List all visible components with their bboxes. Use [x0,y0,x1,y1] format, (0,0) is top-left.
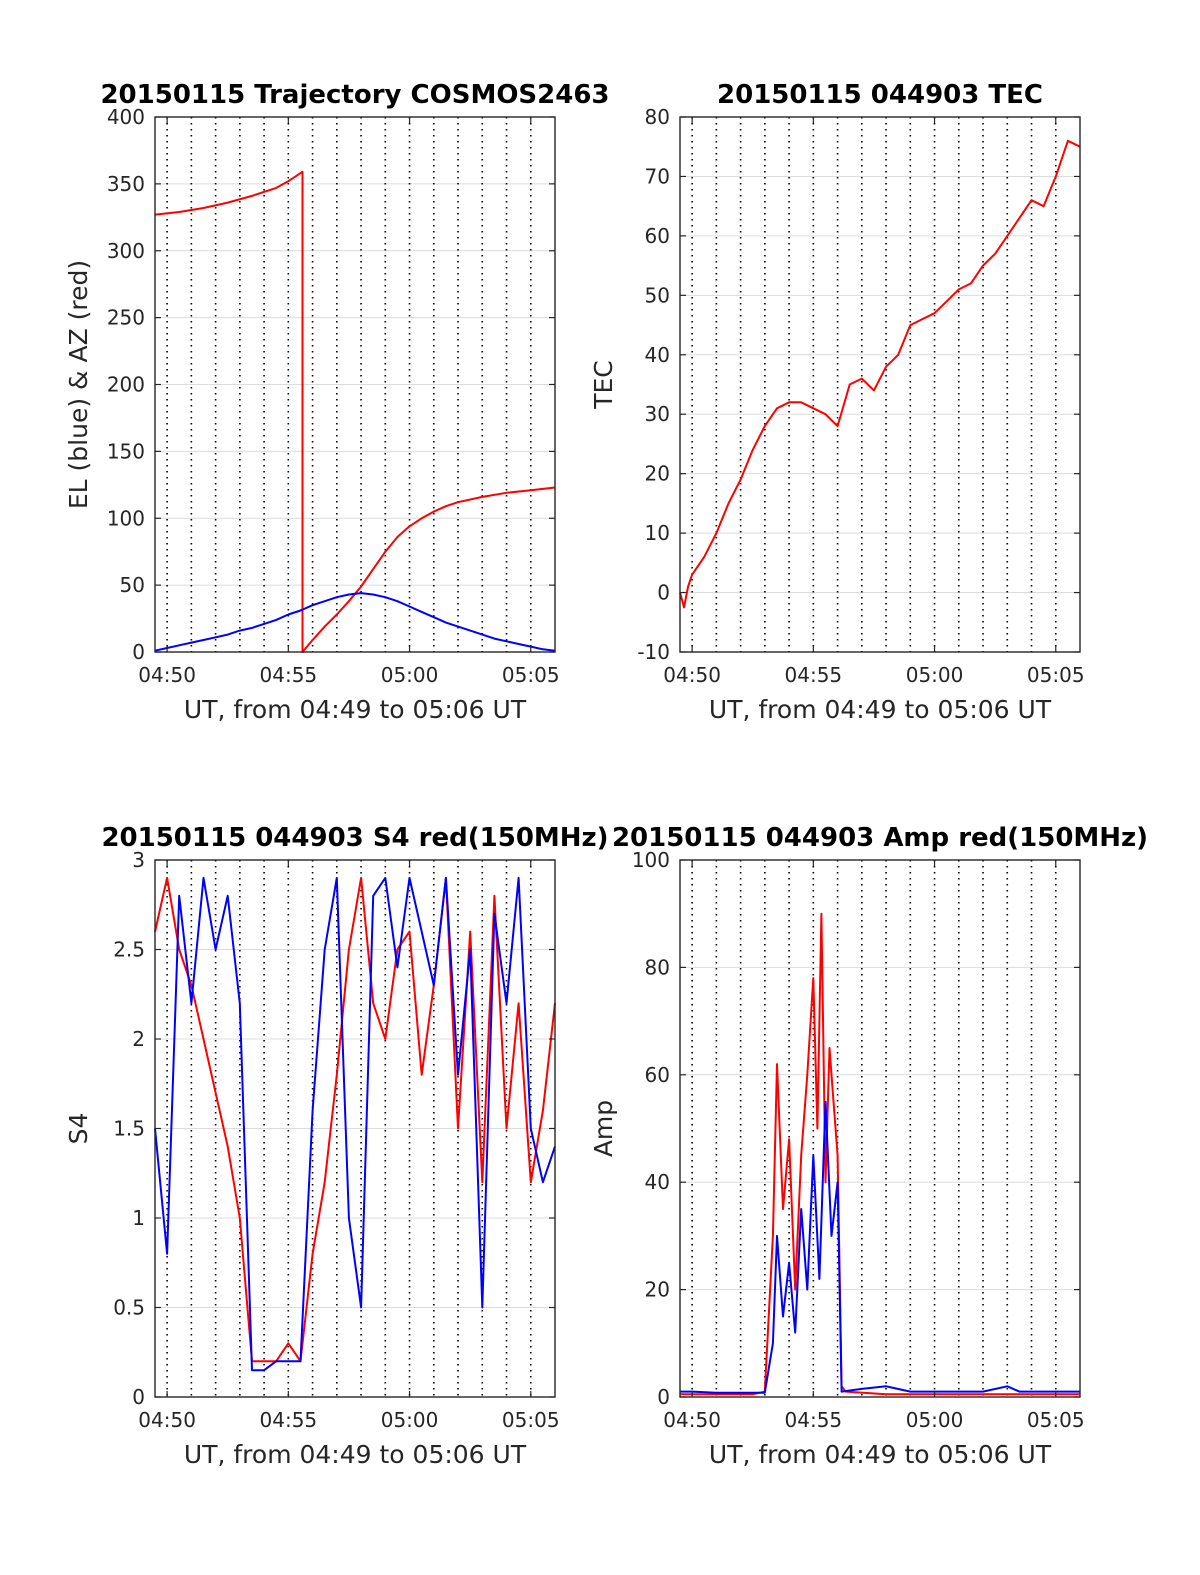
y-tick-label: 2 [132,1027,145,1051]
x-tick-label: 04:50 [663,1408,721,1432]
x-tick-label: 04:55 [785,1408,843,1432]
y-axis-label: Amp [589,1100,618,1157]
y-tick-label: 50 [120,573,145,597]
y-tick-label: 300 [107,239,145,263]
y-tick-label: 30 [645,402,670,426]
y-tick-label: 400 [107,105,145,129]
y-tick-label: 3 [132,848,145,872]
y-tick-label: 0 [132,1385,145,1409]
y-tick-label: 20 [645,462,670,486]
x-axis-label: UT, from 04:49 to 05:06 UT [709,695,1052,724]
y-tick-label: 1.5 [113,1117,145,1141]
y-tick-label: 200 [107,373,145,397]
axes-box [679,116,1081,653]
series-red-line [679,139,1081,609]
y-tick-label: 80 [645,955,670,979]
x-tick-label: 04:55 [260,663,318,687]
chart-title: 20150115 044903 S4 red(150MHz) [101,823,608,853]
chart-title: 20150115 Trajectory COSMOS2463 [100,80,609,110]
y-tick-label: 1 [132,1206,145,1230]
series-blue-line [154,876,556,1372]
x-tick-label: 05:05 [1027,1408,1085,1432]
y-tick-label: 50 [645,283,670,307]
x-tick-label: 04:50 [138,1408,196,1432]
y-tick-label: 20 [645,1278,670,1302]
series-blue-line [154,592,556,652]
chart-title: 20150115 044903 Amp red(150MHz) [612,823,1148,853]
x-tick-label: 05:05 [502,663,560,687]
y-tick-label: 0.5 [113,1296,145,1320]
y-tick-label: 40 [645,1170,670,1194]
x-tick-label: 04:50 [663,663,721,687]
y-axis-label: EL (blue) & AZ (red) [64,260,93,509]
panel-tec: -10 0 10 20 30 40 50 60 70 80 04:50 04:55 05:00 05:05… [589,80,1085,724]
x-axis-label: UT, from 04:49 to 05:06 UT [184,1440,527,1469]
x-tick-label: 04:50 [138,663,196,687]
x-tick-label: 05:05 [502,1408,560,1432]
y-tick-label: -10 [637,640,670,664]
x-tick-label: 05:00 [906,663,964,687]
x-tick-label: 05:00 [906,1408,964,1432]
y-tick-label: 150 [107,439,145,463]
y-tick-label: 0 [657,1385,670,1409]
chart-title: 20150115 044903 TEC [717,80,1043,110]
y-tick-label: 250 [107,306,145,330]
y-tick-label: 70 [645,164,670,188]
x-axis-label: UT, from 04:49 to 05:06 UT [184,695,527,724]
x-axis-label: UT, from 04:49 to 05:06 UT [709,1440,1052,1469]
y-axis-label: S4 [64,1113,93,1145]
x-tick-label: 04:55 [785,663,843,687]
series-red-line [154,876,556,1363]
y-tick-label: 0 [132,640,145,664]
y-tick-label: 100 [632,848,670,872]
series-red-line [680,912,1080,1396]
y-tick-label: 2.5 [113,938,145,962]
x-tick-label: 05:00 [381,663,439,687]
panel-trajectory: 0 50 100 150 200 250 300 350 400 04:50 04:55 05:00 0… [64,80,610,724]
y-tick-label: 350 [107,172,145,196]
axes-box [679,859,1081,1398]
x-tick-label: 05:00 [381,1408,439,1432]
y-axis-label: TEC [589,360,618,410]
x-tick-label: 05:05 [1027,663,1085,687]
series-blue-line [680,1100,1080,1394]
y-tick-label: 60 [645,1063,670,1087]
x-tick-label: 04:55 [260,1408,318,1432]
y-tick-label: 80 [645,105,670,129]
y-tick-label: 40 [645,343,670,367]
y-tick-label: 100 [107,506,145,530]
y-tick-label: 0 [657,581,670,605]
panel-amp: 0 20 40 60 80 100 04:50 04:55 05:00 05:05 20150115… [589,823,1148,1469]
panel-s4: 0 0.5 1 1.5 2 2.5 3 04:50 04:55 05:00 05:05 2015011… [64,823,609,1469]
y-tick-label: 10 [645,521,670,545]
y-tick-label: 60 [645,224,670,248]
